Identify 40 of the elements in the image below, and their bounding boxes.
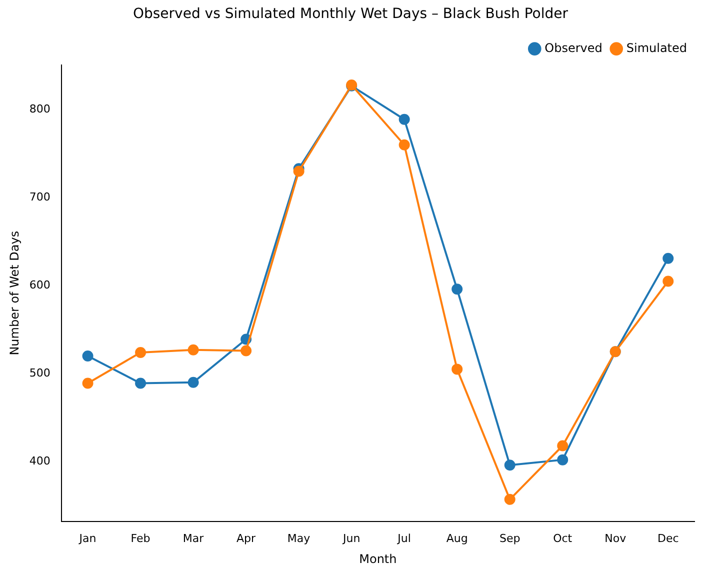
chart-title: Observed vs Simulated Monthly Wet Days – Black Bush Polder (132, 6, 568, 22)
x-tick-label: Feb (130, 532, 150, 545)
x-tick-label: May (287, 532, 311, 545)
point (557, 454, 568, 466)
point (557, 440, 568, 452)
y-tick-label: 400 (29, 454, 50, 468)
point (188, 376, 199, 388)
point (662, 276, 674, 287)
point (82, 350, 94, 362)
x-axis-title: Month (359, 552, 397, 566)
point (452, 284, 463, 295)
y-tick-label: 600 (29, 278, 50, 292)
point (240, 345, 252, 356)
point (504, 460, 516, 471)
point (504, 494, 516, 505)
x-tick-label: Nov (604, 532, 627, 545)
point (188, 344, 199, 356)
x-tick-label: Jun (342, 532, 360, 545)
point (662, 252, 674, 264)
legend-label: Simulated (626, 40, 687, 55)
y-tick-label: 500 (29, 366, 50, 380)
y-tick-label: 700 (29, 190, 50, 204)
point (82, 378, 94, 389)
point (135, 378, 146, 389)
x-tick-label: Jul (396, 532, 411, 545)
legend-label: Observed (544, 40, 602, 55)
point (398, 114, 410, 125)
point (452, 364, 463, 375)
x-tick-label: Aug (446, 532, 468, 545)
x-tick-label: Dec (657, 532, 679, 545)
x-tick-label: Oct (553, 532, 573, 545)
point (293, 166, 304, 177)
point (135, 346, 146, 358)
x-tick-label: Sep (499, 532, 520, 545)
x-tick-label: Mar (182, 532, 204, 545)
x-tick-label: Apr (236, 532, 256, 545)
y-axis-title: Number of Wet Days (7, 230, 22, 356)
x-tick-label: Jan (78, 532, 96, 545)
y-tick-label: 800 (29, 102, 50, 116)
point (398, 139, 410, 150)
